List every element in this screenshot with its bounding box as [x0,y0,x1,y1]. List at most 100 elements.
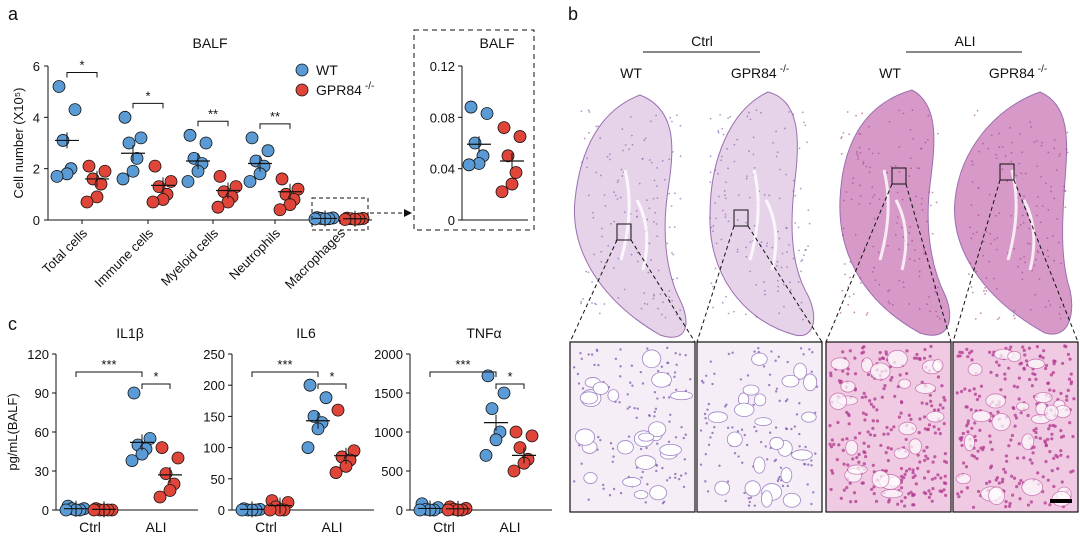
tissue-speckle [640,307,643,310]
c-y-tick-label: 0 [42,503,49,518]
tissue-speckle [842,132,845,134]
cell-nucleus [1066,455,1070,459]
inset-y-tick-label: 0.04 [430,162,455,177]
cell-nucleus [976,449,980,453]
tissue-speckle [674,192,676,195]
tissue-speckle [587,109,590,112]
cell-nucleus [873,397,877,401]
cell-nucleus [835,457,839,462]
tissue-speckle [1056,218,1059,220]
tissue-speckle [748,150,750,152]
tissue-speckle [920,148,922,150]
c-x-tick-label: Ctrl [255,519,277,535]
cell-nucleus [909,490,913,494]
cell-nucleus [930,477,934,481]
cell-nucleus [938,403,942,407]
tissue-speckle [710,282,713,285]
cell-nucleus [931,486,935,491]
tissue-speckle [737,194,740,197]
cell-nucleus [580,357,583,361]
tissue-speckle [1055,169,1058,172]
cell-nucleus [839,496,843,500]
cell-nucleus [925,445,929,449]
tissue-speckle [842,234,844,237]
cell-nucleus [629,381,632,384]
tissue-speckle [1047,255,1050,258]
alveolus [734,402,755,417]
tissue-speckle [854,233,857,236]
point-wt [261,144,275,158]
cell-nucleus [898,373,902,377]
cell-nucleus [1060,480,1064,484]
cell-nucleus [880,395,884,399]
tissue-speckle [865,165,868,168]
cell-nucleus [1052,359,1056,363]
cell-nucleus [970,358,974,362]
cell-nucleus [1004,500,1008,504]
tissue-speckle [1010,141,1013,144]
tissue-speckle [977,187,980,189]
cell-nucleus [790,427,793,431]
tissue-speckle [598,312,601,315]
alveolus [574,428,596,446]
tissue-speckle [801,258,804,261]
cell-nucleus [959,389,964,394]
cell-nucleus [960,490,964,494]
tissue-speckle [714,217,717,220]
cell-nucleus [932,408,937,412]
lung-section-ali-wt [839,89,951,336]
tissue-speckle [857,158,860,160]
tissue-speckle [777,230,779,233]
tissue-speckle [839,311,842,314]
tissue-speckle [628,148,631,151]
x-tick-label: Macrophages [282,225,349,292]
c-point-ko-ali [331,403,345,417]
cell-nucleus [933,476,937,480]
cell-nucleus [842,488,846,492]
cell-nucleus [630,364,634,367]
tissue-speckle [606,155,609,158]
cell-nucleus [773,459,776,463]
tissue-speckle [1059,317,1062,320]
cell-nucleus [1003,470,1008,474]
tissue-speckle [1040,176,1043,178]
cell-nucleus [741,461,744,464]
cell-nucleus [936,408,941,412]
tissue-speckle [736,248,739,251]
tissue-speckle [641,157,644,160]
cell-nucleus [705,422,708,425]
tissue-speckle [1021,151,1024,154]
c-point-ko-ali [153,490,167,504]
tissue-speckle [1021,214,1024,217]
tissue-speckle [778,312,781,315]
cell-nucleus [1069,382,1073,386]
tissue-speckle [1064,206,1067,209]
tissue-speckle [755,315,758,318]
column-label-main: WT [620,65,642,81]
tissue-speckle [595,171,598,174]
cell-nucleus [884,451,888,455]
cell-nucleus [912,356,917,360]
tissue-speckle [807,209,810,211]
cell-nucleus [757,347,760,350]
tissue-speckle [582,298,584,300]
cell-nucleus [718,464,721,467]
c-point-wt-ali [479,448,493,462]
cell-nucleus [1028,377,1032,382]
cell-nucleus [774,426,778,429]
tissue-speckle [857,155,859,157]
column-label: GPR84 -/- [989,64,1047,81]
tissue-speckle [588,131,590,134]
cell-nucleus [929,399,933,403]
cell-nucleus [988,419,992,423]
cell-nucleus [1019,411,1023,415]
tissue-speckle [630,134,633,137]
cell-nucleus [942,488,946,492]
tissue-speckle [985,230,988,233]
tissue-speckle [724,197,727,200]
tissue-speckle [613,220,616,223]
cell-nucleus [905,349,909,353]
panel-letter-a: a [8,4,19,24]
tissue-speckle [1040,144,1043,147]
c-y-tick-label: 1000 [374,425,403,440]
